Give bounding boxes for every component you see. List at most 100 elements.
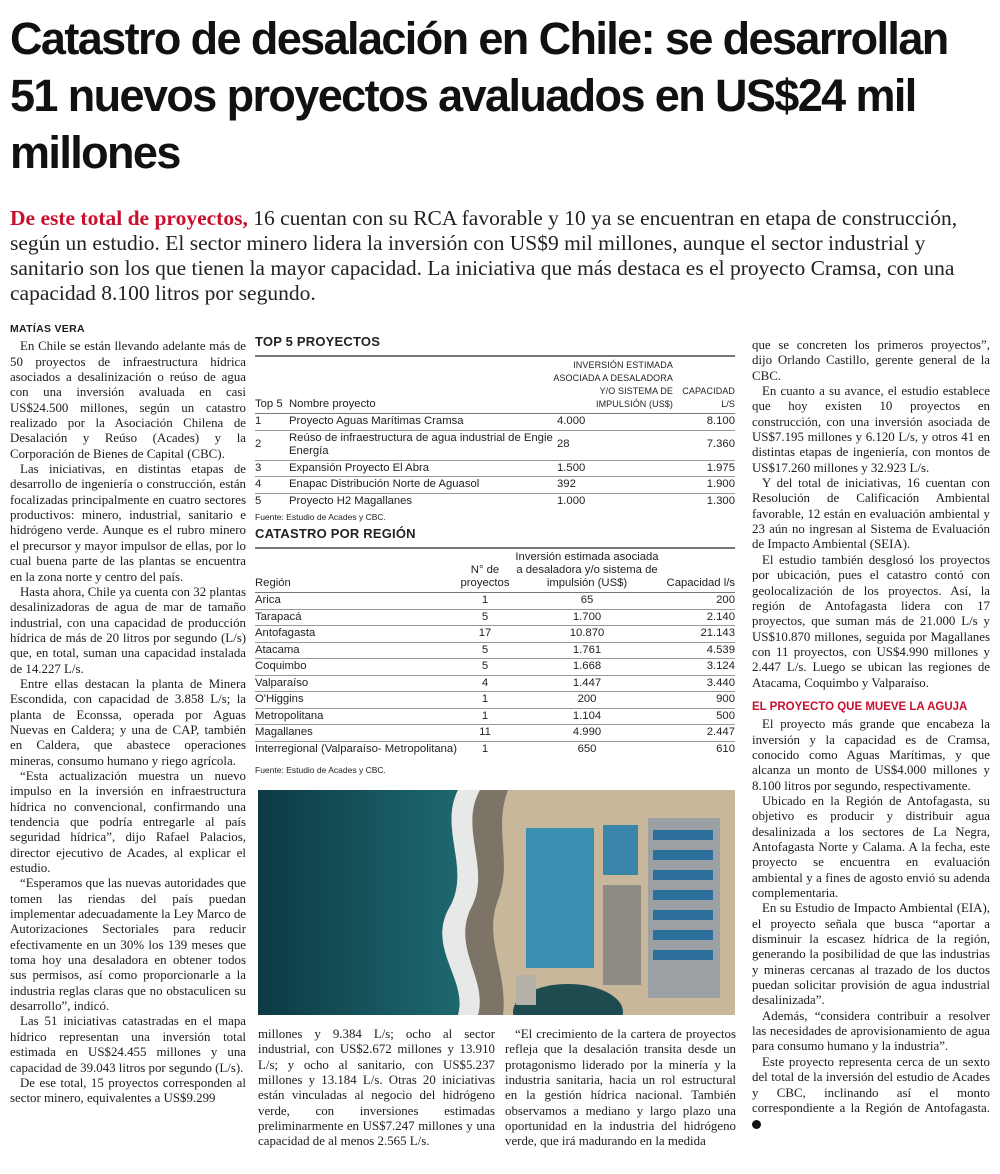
table-cell: 7.360 (673, 430, 735, 461)
table-cell: 21.143 (661, 625, 735, 643)
table-cell: 65 (513, 592, 661, 610)
column-mid-1: millones y 9.384 L/s; ocho al sector ind… (258, 1027, 495, 1150)
table-cell: Proyecto Aguas Marítimas Cramsa (289, 413, 553, 431)
paragraph: El estudio también desglosó los proyecto… (752, 552, 990, 690)
subheading: EL PROYECTO QUE MUEVE LA AGUJA (752, 700, 968, 713)
top5-heading: TOP 5 PROYECTOS (255, 334, 735, 357)
table-cell: 1 (255, 413, 289, 431)
paragraph: Ubicado en la Región de Antofagasta, su … (752, 793, 990, 901)
table-row: O'Higgins 1 200 900 (255, 691, 735, 709)
col-header: N° de proyectos (460, 564, 510, 589)
paragraph: Además, “considera contribuir a resolver… (752, 1008, 990, 1054)
table-cell: Arica (255, 592, 457, 610)
table-cell: 650 (577, 742, 597, 755)
paragraph: Las iniciativas, en distintas etapas de … (10, 462, 246, 584)
table-row: 4 Enapac Distribución Norte de Aguasol 392… (255, 476, 735, 494)
table-cell: 1.900 (673, 476, 735, 494)
table-cell: 200 (513, 691, 661, 709)
region-table: Región N° de proyectos Inversión estimad… (255, 549, 735, 757)
table-cell: 1.000 (557, 494, 586, 507)
paragraph: Entre ellas destacan la planta de Minera… (10, 676, 246, 768)
column-left: MATÍAS VERA En Chile se están llevando a… (10, 322, 246, 1107)
table-cell: 900 (661, 691, 735, 709)
paragraph: Hasta ahora, Chile ya cuenta con 32 plan… (10, 584, 246, 676)
paragraph: que se concreten los primeros proyectos”… (752, 338, 990, 383)
table-cell: Tarapacá (255, 609, 457, 626)
table-row: Antofagasta 17 10.870 21.143 (255, 625, 735, 643)
table-cell: 1 (457, 691, 513, 709)
column-right: que se concreten los primeros proyectos”… (752, 338, 990, 1132)
table-cell: 28 (553, 430, 673, 461)
table-cell: Proyecto H2 Magallanes (289, 494, 413, 507)
paragraph: Este proyecto representa cerca de un sex… (752, 1055, 990, 1132)
table-cell: 10.870 (513, 625, 661, 643)
paragraph: En su Estudio de Impacto Ambiental (EIA)… (752, 901, 990, 1008)
table-row: Interregional (Valparaíso- Metropolitana… (255, 741, 735, 757)
paragraph: millones y 9.384 L/s; ocho al sector ind… (258, 1027, 495, 1149)
table-cell: 1.700 (513, 609, 661, 626)
table-cell: Coquimbo (255, 658, 457, 676)
paragraph: “El crecimiento de la cartera de proyect… (505, 1027, 736, 1149)
paragraph: En cuanto a su avance, el estudio establ… (752, 384, 990, 475)
table-cell: 17 (457, 625, 513, 643)
table-cell: Metropolitana (255, 708, 457, 725)
table-cell: 4 (255, 476, 289, 494)
table-cell: 392 (553, 476, 673, 494)
table-row: Valparaíso 4 1.447 3.440 (255, 675, 735, 692)
table-cell: 5 (457, 642, 513, 659)
table-cell: 1.447 (513, 675, 661, 692)
table-cell: 5 (457, 609, 513, 626)
table-cell: 4 (457, 675, 513, 692)
table-row: 5 Proyecto H2 Magallanes 1.000 1.300 (255, 493, 735, 509)
table-cell: 5 (255, 494, 262, 507)
top5-source: Fuente: Estudio de Acades y CBC. (255, 512, 386, 522)
lead-text: 16 cuentan con su RCA favorable y 10 ya … (10, 206, 958, 305)
table-row: 1 Proyecto Aguas Marítimas Cramsa 4.000 8.1… (255, 413, 735, 431)
column-mid-2: “El crecimiento de la cartera de proyect… (505, 1027, 736, 1150)
table-cell: 2.447 (661, 724, 735, 742)
table-cell: 1.975 (673, 460, 735, 477)
top5-table-block: TOP 5 PROYECTOS Top 5 Nombre proyecto In… (255, 334, 735, 522)
table-cell: O'Higgins (255, 691, 457, 709)
headline: Catastro de desalación en Chile: se desa… (10, 13, 949, 178)
table-cell: Valparaíso (255, 675, 457, 692)
col-header: Capacidad L/s (682, 386, 735, 409)
aerial-desalination-plant-photo (258, 790, 735, 1015)
lead-paragraph: De este total de proyectos, 16 cuentan c… (10, 206, 990, 306)
table-cell: Reúso de infraestructura de agua industr… (289, 430, 553, 461)
table-cell: 4.539 (661, 642, 735, 659)
table-row: Coquimbo 5 1.668 3.124 (255, 658, 735, 676)
top5-table: Top 5 Nombre proyecto Inversión estimada… (255, 357, 735, 509)
paragraph: En Chile se están llevando adelante más … (10, 339, 246, 461)
region-source: Fuente: Estudio de Acades y CBC. (255, 765, 386, 775)
table-cell: 200 (661, 592, 735, 610)
table-cell: 11 (457, 724, 513, 742)
table-row: Tarapacá 5 1.700 2.140 (255, 609, 735, 626)
table-cell: 500 (661, 708, 735, 725)
table-cell: 8.100 (673, 413, 735, 431)
table-cell: 1 (457, 592, 513, 610)
table-cell: 1 (481, 742, 489, 755)
byline: MATÍAS VERA (10, 323, 85, 335)
col-header: Región (255, 577, 291, 589)
table-cell: Interregional (Valparaíso- Metropolitana… (255, 742, 457, 755)
table-cell: 5 (457, 658, 513, 676)
paragraph: De ese total, 15 proyectos corresponden … (10, 1075, 246, 1106)
table-cell: 1 (457, 708, 513, 725)
table-cell: Atacama (255, 642, 457, 659)
table-cell: 3.440 (661, 675, 735, 692)
table-cell: Enapac Distribución Norte de Aguasol (289, 476, 553, 494)
lead-kicker: De este total de proyectos, (10, 206, 248, 230)
paragraph: El proyecto más grande que encabeza la i… (752, 717, 990, 793)
table-cell: 2.140 (661, 609, 735, 626)
table-row: Arica 1 65 200 (255, 592, 735, 610)
table-cell: 3 (255, 460, 289, 477)
col-header: Inversión estimada asociada a desaladora… (553, 360, 673, 409)
col-header: Inversión estimada asociada a desaladora… (515, 551, 659, 589)
table-cell: Expansión Proyecto El Abra (289, 460, 553, 477)
table-cell: 610 (716, 742, 735, 755)
region-heading: CATASTRO POR REGIÓN (255, 526, 735, 549)
table-row: 2 Reúso de infraestructura de agua indust… (255, 430, 735, 461)
table-cell: Antofagasta (255, 625, 457, 643)
col-header: Top 5 (255, 398, 283, 410)
